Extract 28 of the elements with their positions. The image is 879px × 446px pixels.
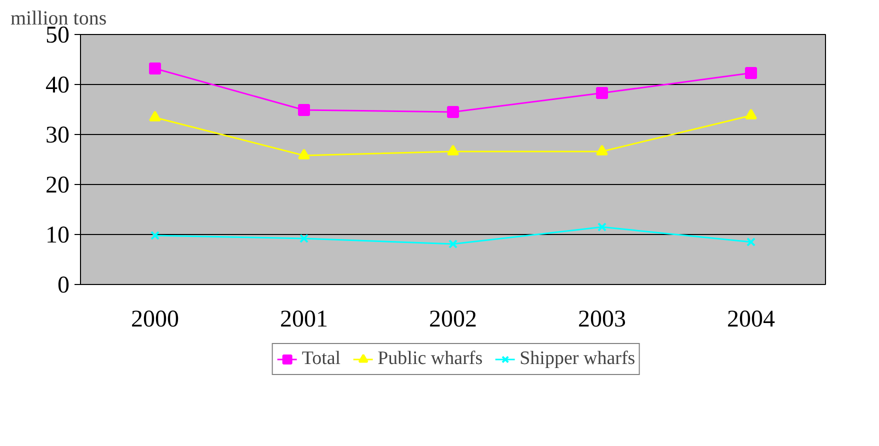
point <box>746 237 756 247</box>
point <box>447 106 459 118</box>
point <box>448 239 458 249</box>
point <box>596 87 608 99</box>
point <box>745 108 757 120</box>
x-tick-label: 2001 <box>280 306 328 332</box>
y-tick-label: 10 <box>46 222 70 248</box>
y-tick-label: 20 <box>46 172 70 198</box>
point <box>149 62 161 74</box>
y-tick-label: 0 <box>58 272 70 298</box>
x-tick-label: 2000 <box>131 306 179 332</box>
legend-label: Total <box>302 348 341 370</box>
point <box>149 110 161 122</box>
legend-label: Shipper wharfs <box>520 348 636 370</box>
point <box>597 222 607 232</box>
x-tick-label: 2003 <box>578 306 626 332</box>
point <box>596 144 608 156</box>
y-tick-label: 30 <box>46 122 70 148</box>
x-tick-label: 2004 <box>727 306 775 332</box>
y-tick-label: 40 <box>46 72 70 98</box>
point <box>298 148 310 160</box>
point <box>299 234 309 244</box>
point <box>298 104 310 116</box>
point <box>745 67 757 79</box>
point <box>447 144 459 156</box>
x-tick-label: 2002 <box>429 306 477 332</box>
legend-label: Public wharfs <box>378 348 483 370</box>
point <box>150 230 160 240</box>
